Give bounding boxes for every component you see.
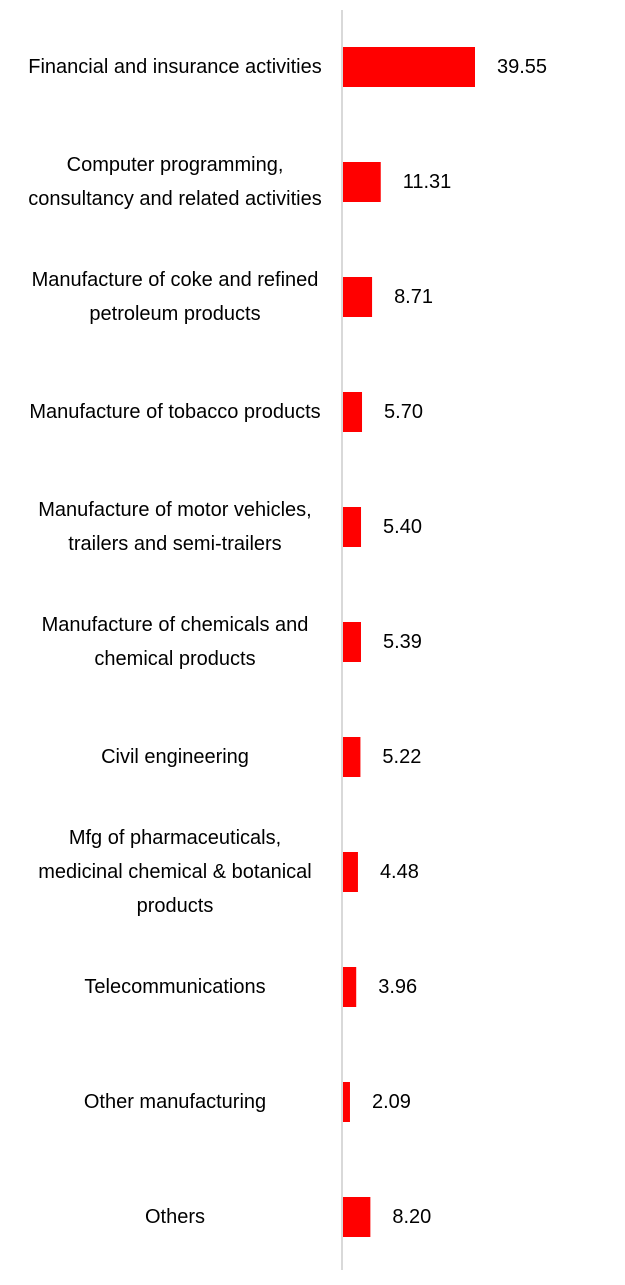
category-label-1: Financial and insurance activities (28, 56, 322, 78)
value-label-8: 4.48 (379, 861, 419, 883)
category-label-7: Civil engineering (101, 746, 249, 768)
value-label-6: 5.39 (382, 631, 422, 653)
value-label-9: 3.96 (378, 976, 418, 998)
bar-1 (343, 47, 475, 87)
category-label-5: Manufacture of motor vehicles, trailers … (38, 499, 312, 555)
bar-9 (343, 967, 357, 1007)
bar-5 (343, 507, 362, 547)
bar-6 (343, 622, 361, 662)
value-label-10: 2.09 (371, 1091, 411, 1113)
category-label-8: Mfg of pharmaceuticals, medicinal chemic… (38, 827, 312, 917)
category-label-3: Manufacture of coke and refined petroleu… (31, 269, 319, 325)
bar-8 (343, 852, 358, 892)
value-label-1: 39.55 (497, 56, 548, 78)
value-label-3: 8.71 (394, 286, 433, 308)
category-label-4: Manufacture of tobacco products (29, 401, 321, 423)
bar-11 (343, 1197, 371, 1237)
category-label-11: Others (144, 1206, 206, 1228)
category-label-9: Telecommunications (84, 976, 266, 998)
bar-4 (343, 392, 363, 432)
category-label-6: Manufacture of chemicals and chemical pr… (41, 614, 309, 670)
value-label-7: 5.22 (382, 746, 422, 768)
bar-3 (343, 277, 373, 317)
value-label-2: 11.31 (402, 171, 452, 193)
bar-2 (343, 162, 381, 202)
category-label-10: Other manufacturing (83, 1091, 267, 1113)
value-label-11: 8.20 (392, 1206, 432, 1228)
value-label-5: 5.40 (383, 516, 422, 538)
category-label-2: Computer programming, consultancy and re… (28, 154, 322, 210)
value-label-4: 5.70 (384, 401, 423, 423)
bar-7 (343, 737, 361, 777)
bar-10 (343, 1082, 350, 1122)
